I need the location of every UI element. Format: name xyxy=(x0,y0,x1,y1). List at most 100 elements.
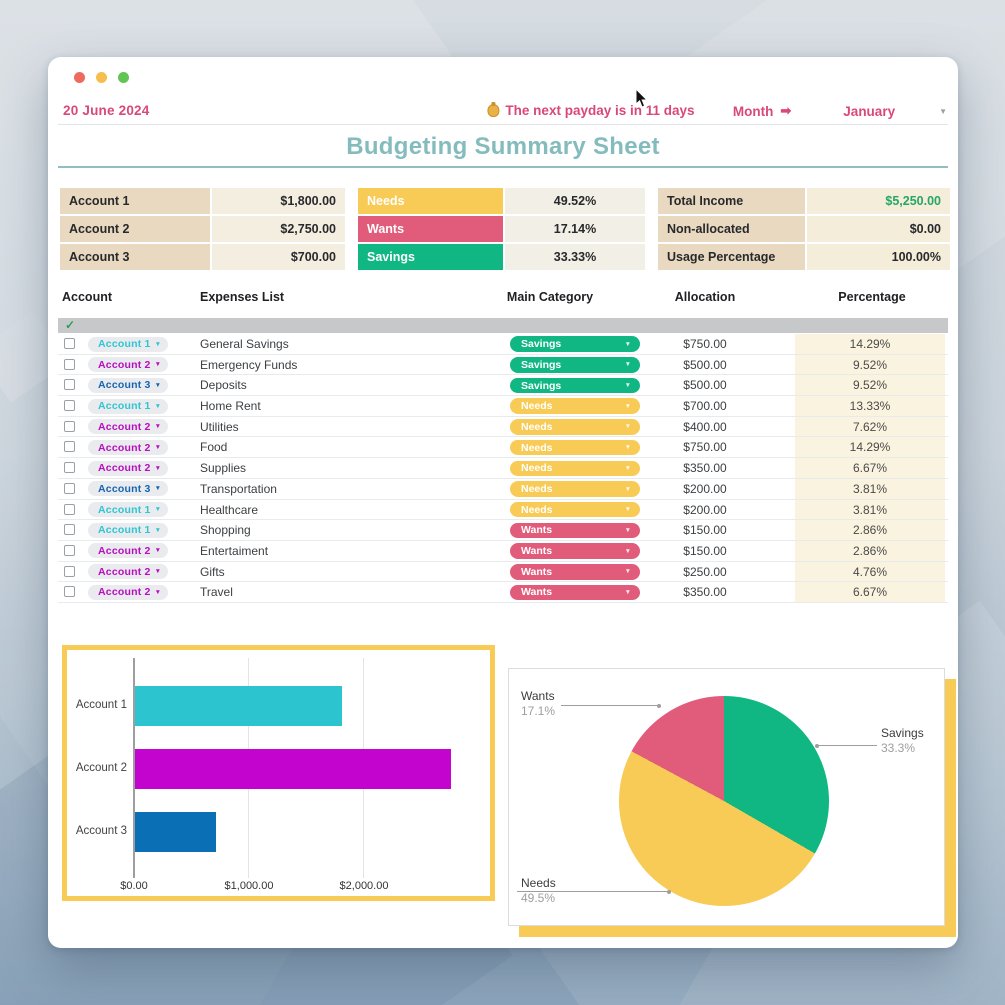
account-dropdown[interactable]: Account 1 ▼ xyxy=(88,336,168,352)
category-dropdown[interactable]: Wants ▼ xyxy=(510,522,640,539)
account-dropdown-label: Account 2 xyxy=(98,358,151,371)
chevron-down-icon: ▼ xyxy=(154,526,161,534)
row-checkbox[interactable] xyxy=(64,358,75,370)
pie-label-savings: Savings 33.3% xyxy=(881,726,924,756)
row-checkbox[interactable] xyxy=(64,420,75,432)
row-checkbox[interactable] xyxy=(64,441,75,453)
chevron-down-icon: ▼ xyxy=(624,506,631,514)
row-checkbox[interactable] xyxy=(64,544,75,556)
account-dropdown[interactable]: Account 3 ▼ xyxy=(88,481,168,497)
category-dropdown-label: Savings xyxy=(521,338,562,351)
expense-name: General Savings xyxy=(200,337,289,351)
account-dropdown[interactable]: Account 2 ▼ xyxy=(88,460,168,476)
account-dropdown[interactable]: Account 1 ▼ xyxy=(88,398,168,414)
account-dropdown[interactable]: Account 2 ▼ xyxy=(88,543,168,559)
table-row: Account 1 ▼ General Savings Savings ▼ $750.00… xyxy=(58,334,948,355)
percentage-value: 14.29% xyxy=(795,334,945,354)
table-row: Account 2 ▼ Entertaiment Wants ▼ $150.00 2.86% xyxy=(58,540,948,562)
bar-account-3 xyxy=(135,812,216,852)
column-header-category: Main Category xyxy=(506,290,594,304)
chevron-down-icon: ▼ xyxy=(154,464,161,472)
select-all-bar[interactable]: ✓ xyxy=(58,318,948,333)
account-dropdown-label: Account 3 xyxy=(98,482,151,495)
category-percentage: 17.14% xyxy=(505,216,645,242)
category-dropdown-label: Needs xyxy=(521,441,553,454)
account-dropdown[interactable]: Account 3 ▼ xyxy=(88,377,168,393)
row-checkbox[interactable] xyxy=(64,586,75,598)
category-dropdown[interactable]: Needs ▼ xyxy=(510,419,640,435)
totals-summary-box: Total Income $5,250.00 Non-allocated $0.00… xyxy=(658,188,950,270)
category-dropdown[interactable]: Needs ▼ xyxy=(510,501,640,518)
percentage-value: 13.33% xyxy=(795,396,945,416)
chevron-down-icon: ▼ xyxy=(624,402,631,410)
pie-label-name: Savings xyxy=(881,726,924,740)
chevron-down-icon: ▼ xyxy=(154,444,161,452)
account-dropdown[interactable]: Account 2 ▼ xyxy=(88,584,168,600)
expense-name: Gifts xyxy=(200,564,225,579)
row-checkbox[interactable] xyxy=(64,338,75,349)
chevron-down-icon: ▼ xyxy=(624,485,631,493)
category-dropdown-label: Needs xyxy=(521,483,553,495)
category-dropdown[interactable]: Wants ▼ xyxy=(510,584,640,601)
app-window: 20 June 2024 The next payday is in 11 da… xyxy=(48,57,958,948)
category-dropdown[interactable]: Needs ▼ xyxy=(510,481,640,497)
account-dropdown[interactable]: Account 1 ▼ xyxy=(88,502,168,518)
row-checkbox[interactable] xyxy=(64,565,75,577)
category-dropdown[interactable]: Savings ▼ xyxy=(510,357,640,373)
category-dropdown[interactable]: Wants ▼ xyxy=(510,543,640,559)
row-checkbox[interactable] xyxy=(64,503,75,515)
zoom-button[interactable] xyxy=(118,72,129,83)
month-dropdown[interactable]: January xyxy=(843,103,896,119)
category-dropdown-label: Savings xyxy=(521,379,562,392)
table-row: Account 2 ▼ Utilities Needs ▼ $400.00 7.62% xyxy=(58,416,948,438)
allocation-value: $750.00 xyxy=(683,440,727,455)
chevron-down-icon: ▼ xyxy=(624,526,631,534)
row-checkbox[interactable] xyxy=(64,462,75,474)
percentage-value: 7.62% xyxy=(795,416,945,437)
account-dropdown[interactable]: Account 1 ▼ xyxy=(88,522,168,538)
category-dropdown[interactable]: Needs ▼ xyxy=(510,439,640,456)
percentage-value: 9.52% xyxy=(795,375,945,396)
accounts-bar-chart-panel: $0.00 $1,000.00 $2,000.00 Account 1 Account … xyxy=(62,645,495,901)
row-checkbox[interactable] xyxy=(64,482,75,494)
row-checkbox[interactable] xyxy=(64,524,75,536)
minimize-button[interactable] xyxy=(96,72,107,83)
account-dropdown-label: Account 1 xyxy=(98,338,151,351)
allocation-value: $700.00 xyxy=(683,399,727,414)
category-dropdown-label: Needs xyxy=(521,420,553,433)
x-tick-label: $0.00 xyxy=(120,880,148,892)
checkmark-icon: ✓ xyxy=(65,318,76,332)
account-dropdown[interactable]: Account 2 ▼ xyxy=(88,440,168,456)
pie-label-name: Needs xyxy=(521,876,556,890)
chevron-down-icon: ▼ xyxy=(624,588,631,596)
category-percentage: 49.52% xyxy=(505,188,645,214)
category-dropdown-label: Wants xyxy=(521,586,553,599)
close-button[interactable] xyxy=(74,72,85,83)
category-dropdown[interactable]: Savings ▼ xyxy=(510,377,640,394)
row-checkbox[interactable] xyxy=(64,400,75,412)
category-dropdown-label: Needs xyxy=(521,462,553,475)
category-dropdown[interactable]: Needs ▼ xyxy=(510,460,640,477)
non-allocated-value: $0.00 xyxy=(807,216,950,242)
category-dropdown-label: Wants xyxy=(521,545,553,558)
account-dropdown[interactable]: Account 2 ▼ xyxy=(88,419,168,435)
topbar: 20 June 2024 The next payday is in 11 da… xyxy=(61,101,947,121)
month-navigation: Month ➡ January ▼ xyxy=(733,103,947,119)
account-dropdown-label: Account 2 xyxy=(98,544,151,557)
total-label: Total Income xyxy=(658,188,805,214)
window-titlebar xyxy=(74,72,129,83)
moneybag-icon xyxy=(487,102,500,117)
account-dropdown[interactable]: Account 2 ▼ xyxy=(88,564,168,580)
table-header: Account Expenses List Main Category Allo… xyxy=(60,287,948,311)
month-nav-label: Month xyxy=(732,103,774,119)
allocation-value: $200.00 xyxy=(683,502,727,517)
chevron-down-icon: ▼ xyxy=(154,588,161,596)
account-dropdown[interactable]: Account 2 ▼ xyxy=(88,357,168,373)
chevron-down-icon[interactable]: ▼ xyxy=(939,106,947,116)
category-dropdown[interactable]: Needs ▼ xyxy=(510,398,640,415)
row-checkbox[interactable] xyxy=(64,379,75,391)
category-dropdown[interactable]: Savings ▼ xyxy=(510,336,640,352)
allocation-value: $150.00 xyxy=(683,523,727,538)
column-header-expenses: Expenses List xyxy=(200,290,285,304)
category-dropdown[interactable]: Wants ▼ xyxy=(510,563,640,580)
